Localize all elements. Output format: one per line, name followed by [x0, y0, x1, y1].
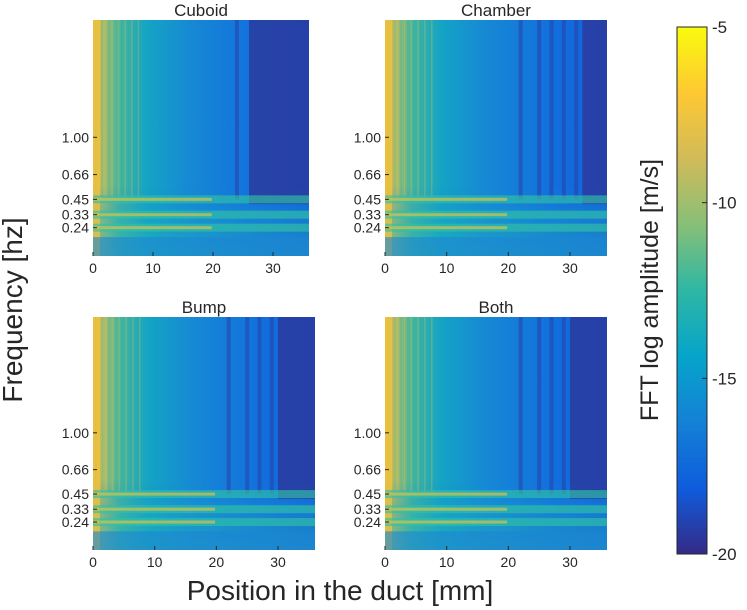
y-tick-label: 1.00 [354, 129, 381, 145]
dark-streak [537, 20, 542, 200]
heatmap-image [385, 317, 607, 550]
panel-title: Cuboid [174, 1, 228, 20]
dark-streak [245, 317, 250, 495]
panel-title: Bump [182, 298, 226, 317]
y-tick-label: 0.45 [62, 486, 89, 502]
dark-streak [226, 317, 231, 495]
heatmap-panel-both: Both 0 10 20 30 1.00 0.66 0.450.330.24 [354, 298, 607, 570]
x-tick-label: 20 [501, 554, 517, 570]
y-tick-label: 1.00 [354, 425, 381, 441]
dark-streak [561, 20, 566, 200]
dark-streak [271, 20, 275, 200]
heatmap-image [385, 20, 607, 256]
y-tick-label: 0.33 [62, 207, 89, 223]
x-tick-label: 30 [562, 260, 578, 276]
y-tick-label: 0.45 [354, 191, 381, 207]
figure-x-label: Position in the duct [mm] [187, 575, 494, 606]
x-tick-label: 10 [147, 554, 163, 570]
heatmap-panel-chamber: Chamber 0 10 20 30 1.00 0.66 0.450.330.24 [354, 1, 607, 276]
dark-streak [282, 317, 287, 495]
dark-streak [283, 20, 287, 200]
y-tick-label: 0.33 [354, 501, 381, 517]
colorbar-tick-label: -5 [712, 18, 727, 37]
low-amplitude-region [249, 20, 309, 205]
x-tick-label: 0 [89, 554, 97, 570]
x-tick-label: 30 [265, 260, 281, 276]
colorbar: -5 -10 -15 -20 FFT log amplitude [m/s] [636, 18, 737, 564]
y-tick-label: 0.24 [62, 514, 89, 530]
y-tick-label: 0.24 [62, 220, 89, 236]
x-tick-label: 20 [205, 260, 221, 276]
y-tick-label: 0.33 [354, 207, 381, 223]
panel-title: Chamber [461, 1, 531, 20]
dark-streak [537, 317, 542, 495]
colorbar-label: FFT log amplitude [m/s] [636, 159, 664, 421]
x-tick-label: 10 [145, 260, 161, 276]
y-tick-label: 1.00 [62, 425, 89, 441]
x-tick-label: 10 [439, 554, 455, 570]
panel-title: Both [479, 298, 514, 317]
colorbar-gradient [676, 26, 708, 555]
x-tick-label: 0 [381, 260, 389, 276]
x-tick-label: 20 [209, 554, 225, 570]
colorbar-tick-label: -10 [712, 194, 737, 213]
dark-streak [235, 20, 239, 200]
x-tick-label: 20 [501, 260, 517, 276]
y-tick-label: 0.66 [354, 167, 381, 183]
figure-y-label: Frequency [hz] [0, 217, 28, 402]
dark-streak [269, 317, 274, 495]
x-tick-label: 30 [562, 554, 578, 570]
dark-streak [586, 20, 591, 200]
y-tick-label: 0.66 [62, 167, 89, 183]
dark-streak [561, 317, 566, 495]
y-tick-label: 0.66 [62, 462, 89, 478]
dark-streak [518, 20, 523, 200]
dark-streak [549, 20, 554, 200]
y-tick-label: 0.66 [354, 462, 381, 478]
dark-streak [518, 317, 523, 495]
y-tick-label: 0.33 [62, 501, 89, 517]
colorbar-tick-label: -15 [712, 369, 737, 388]
low-amplitude-region [570, 317, 607, 499]
x-tick-label: 0 [89, 260, 97, 276]
y-tick-label: 1.00 [62, 129, 89, 145]
y-tick-label: 0.45 [354, 486, 381, 502]
x-tick-label: 30 [270, 554, 286, 570]
heatmap-image [93, 20, 309, 256]
heatmap-panel-cuboid: Cuboid 0 10 20 30 1.00 0.66 0.450.330.24 [62, 1, 309, 276]
heatmap-image [93, 317, 315, 550]
y-tick-label: 0.24 [354, 514, 381, 530]
low-amplitude-region [582, 20, 607, 205]
heatmap-panel-bump: Bump 0 10 20 30 1.00 0.66 0.450.330.24 [62, 298, 315, 570]
colorbar-tick-label: -20 [712, 545, 737, 564]
x-tick-label: 10 [439, 260, 455, 276]
y-tick-label: 0.24 [354, 220, 381, 236]
dark-streak [574, 20, 579, 200]
dark-streak [549, 317, 554, 495]
dark-streak [257, 317, 262, 495]
x-tick-label: 0 [381, 554, 389, 570]
y-tick-label: 0.45 [62, 191, 89, 207]
